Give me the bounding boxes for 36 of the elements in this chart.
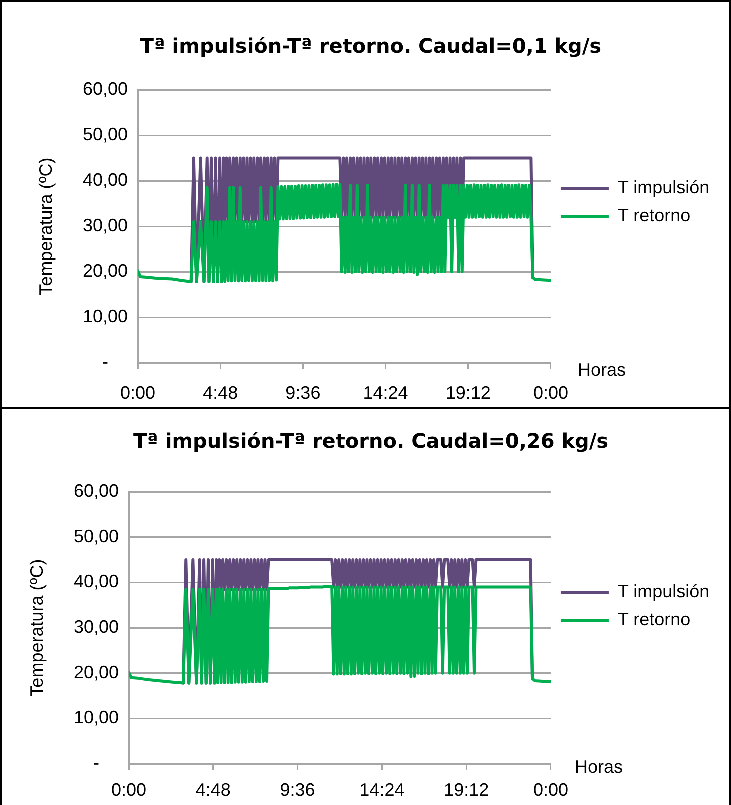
y-tick-label: 60,00 xyxy=(74,480,119,501)
x-tick-label: 14:24 xyxy=(363,382,408,403)
x-tick-label: 4:48 xyxy=(196,780,231,800)
y-tick-label: 20,00 xyxy=(74,662,119,682)
x-tick-label: 4:48 xyxy=(203,382,238,403)
legend-label: T retorno xyxy=(618,609,691,630)
legend-label: T impulsión xyxy=(618,177,710,198)
y-tick-label: - xyxy=(102,352,108,372)
x-tick-label: 0:00 xyxy=(533,382,568,403)
x-tick-label: 9:36 xyxy=(286,382,321,403)
y-tick-label: - xyxy=(93,752,100,773)
y-axis-title: Temperatura (ºC) xyxy=(26,559,47,697)
x-tick-label: 14:24 xyxy=(360,780,405,800)
legend-label: T impulsión xyxy=(618,581,710,602)
y-tick-label: 40,00 xyxy=(74,572,119,592)
y-tick-label: 10,00 xyxy=(74,708,119,728)
y-tick-label: 30,00 xyxy=(82,215,128,236)
y-tick-label: 30,00 xyxy=(74,616,119,637)
chart-title: Tª impulsión-Tª retorno. Caudal=0,1 kg/s xyxy=(140,34,602,58)
x-tick-label: 19:12 xyxy=(446,382,491,403)
y-tick-label: 50,00 xyxy=(82,124,128,144)
x-axis-title: Horas xyxy=(578,360,626,380)
x-axis-title: Horas xyxy=(574,756,623,777)
y-tick-label: 10,00 xyxy=(82,306,128,326)
y-tick-label: 20,00 xyxy=(82,260,128,281)
y-tick-label: 40,00 xyxy=(82,170,128,190)
x-tick-label: 0:00 xyxy=(111,780,147,800)
x-tick-label: 0:00 xyxy=(120,382,156,403)
y-tick-label: 50,00 xyxy=(74,526,119,546)
x-tick-label: 9:36 xyxy=(280,780,316,800)
y-tick-label: 60,00 xyxy=(82,78,128,99)
x-tick-label: 0:00 xyxy=(533,780,568,800)
chart-title: Tª impulsión-Tª retorno. Caudal=0,26 kg/s xyxy=(133,429,609,454)
y-axis-title: Temperatura (ºC) xyxy=(36,158,56,296)
x-tick-label: 19:12 xyxy=(444,780,490,800)
legend-label: T retorno xyxy=(618,205,691,226)
